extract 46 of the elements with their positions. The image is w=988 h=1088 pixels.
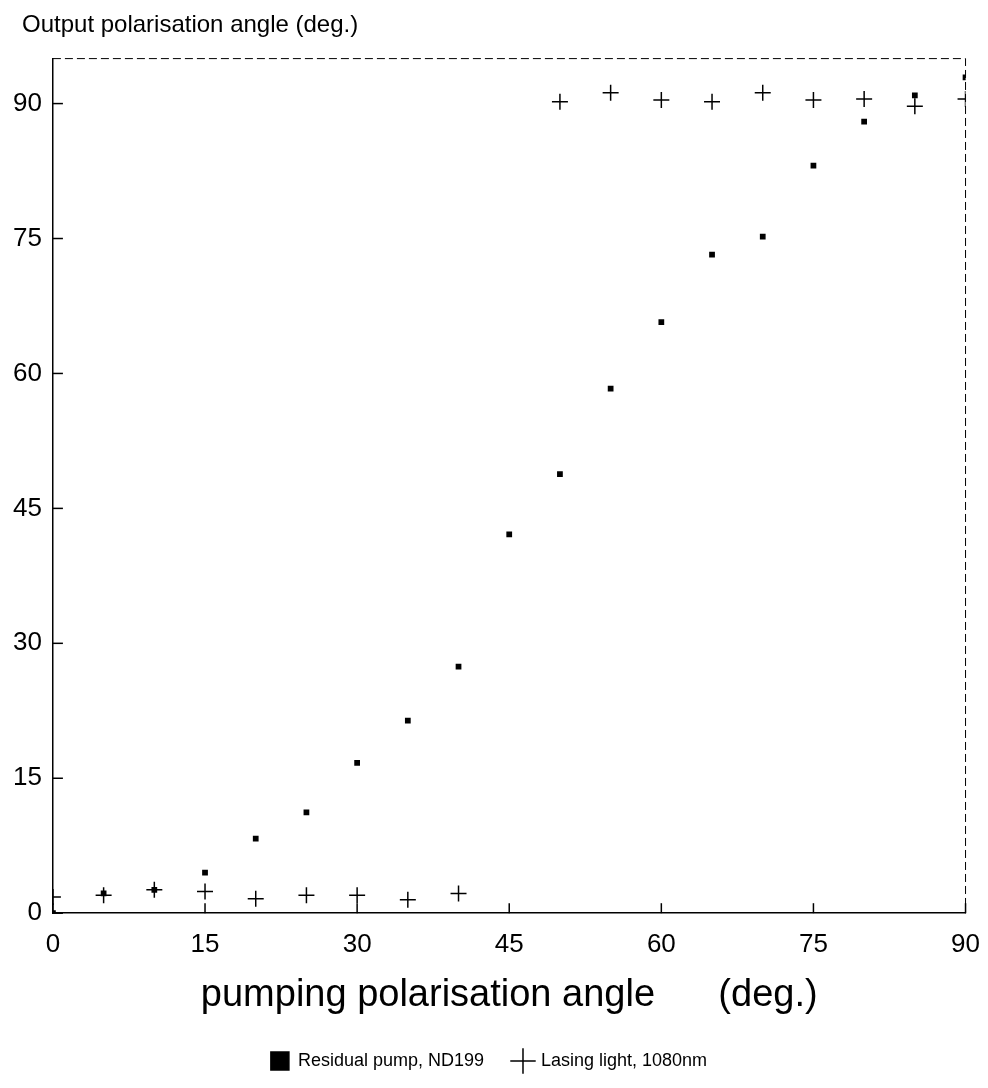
x-tick-label: 0	[45, 927, 61, 958]
point	[652, 91, 671, 109]
point	[607, 385, 614, 392]
point	[759, 233, 766, 240]
point	[709, 251, 715, 258]
point	[753, 84, 772, 102]
y-tick-label: 0	[27, 896, 42, 927]
point	[506, 531, 513, 538]
y-tick-label: 30	[13, 626, 42, 657]
legend-label: Lasing light, 1080nm	[540, 1049, 708, 1070]
point	[861, 118, 868, 125]
point	[354, 760, 360, 766]
point	[399, 890, 417, 909]
point	[196, 882, 214, 901]
point	[455, 663, 462, 670]
point	[906, 97, 924, 116]
point	[94, 886, 113, 904]
point	[252, 835, 259, 842]
point	[246, 890, 265, 908]
point	[557, 471, 563, 478]
x-tick-label: 90	[951, 927, 980, 958]
point	[297, 886, 316, 904]
y-axis-title: Output polarisation angle (deg.)	[22, 10, 359, 38]
point	[855, 90, 873, 108]
y-tick-label: 45	[13, 491, 42, 522]
point	[911, 92, 918, 99]
point	[810, 162, 817, 169]
point	[658, 319, 665, 326]
x-axis-title: pumping polarisation angle (deg.)	[200, 971, 818, 1014]
y-tick-label: 15	[13, 761, 42, 792]
point	[601, 84, 620, 102]
point	[804, 91, 823, 109]
x-tick-label: 75	[798, 927, 828, 958]
legend-label: Residual pump, ND199	[297, 1049, 484, 1070]
x-tick-label: 45	[494, 927, 524, 958]
point	[202, 869, 208, 876]
x-tick-label: 30	[342, 927, 372, 958]
x-tick-label: 60	[646, 927, 676, 958]
x-tick-label: 15	[190, 927, 220, 958]
point	[404, 717, 411, 724]
y-tick-label: 90	[13, 86, 42, 117]
point	[551, 93, 569, 111]
point	[703, 93, 721, 111]
point	[449, 884, 468, 903]
y-tick-label: 75	[13, 221, 42, 252]
y-tick-label: 60	[13, 356, 42, 387]
